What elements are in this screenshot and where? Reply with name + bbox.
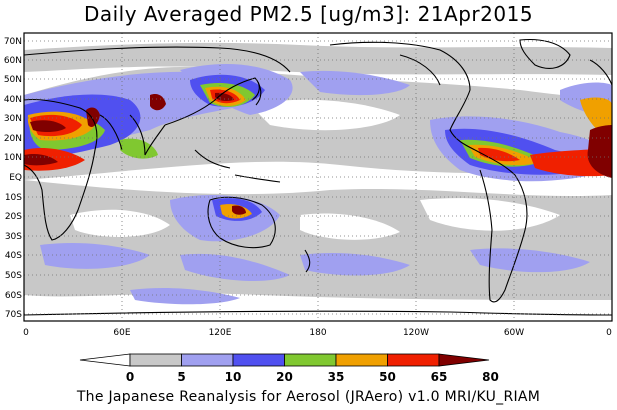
colorbar-segment <box>232 353 285 367</box>
lon-tick-label: 60W <box>504 328 524 338</box>
lat-tick-label: 50N <box>4 75 22 85</box>
map-frame <box>23 32 613 322</box>
lat-tick-label: 20N <box>4 134 22 144</box>
lat-tick-label: 10N <box>4 153 22 163</box>
lat-tick-label: 70N <box>4 37 22 47</box>
lat-tick-label: 40S <box>5 251 22 261</box>
graticule <box>24 33 612 321</box>
lat-tick-label: 60S <box>5 291 22 301</box>
lat-tick-label: EQ <box>9 173 22 183</box>
colorbar-label: 0 <box>126 370 134 384</box>
coastlines <box>24 38 612 316</box>
colorbar-label: 80 <box>482 370 499 384</box>
longitude-axis: 0 60E 120E 180 120W 60W 0 <box>23 328 612 338</box>
colorbar-segment <box>438 353 490 367</box>
colorbar-label: 50 <box>379 370 396 384</box>
lat-tick-label: 50S <box>5 271 22 281</box>
colorbar-segment <box>181 353 234 367</box>
colorbar-segment <box>79 353 131 367</box>
lat-tick-label: 10S <box>5 193 22 203</box>
colorbar-label: 20 <box>276 370 293 384</box>
lat-tick-label: 30S <box>5 232 22 242</box>
data-credit: The Japanese Reanalysis for Aerosol (JRA… <box>76 389 541 405</box>
map-title: Daily Averaged PM2.5 [ug/m3]: 21Apr2015 <box>83 2 534 26</box>
lon-tick-label: 0 <box>606 328 612 338</box>
lon-tick-label: 180 <box>309 328 326 338</box>
colorbar-segment <box>284 353 337 367</box>
colorbar-segment <box>129 353 182 367</box>
colorbar-label: 10 <box>225 370 242 384</box>
lat-tick-label: 60N <box>4 56 22 66</box>
colorbar-label: 5 <box>177 370 185 384</box>
lat-tick-label: 30N <box>4 114 22 124</box>
latitude-axis: 70N 60N 50N 40N 30N 20N 10N EQ 10S 20S 3… <box>4 37 22 320</box>
colorbar-label: 65 <box>431 370 448 384</box>
lat-tick-label: 40N <box>4 95 22 105</box>
lon-tick-label: 120W <box>403 328 429 338</box>
lon-tick-label: 60E <box>113 328 130 338</box>
lat-tick-label: 70S <box>5 310 22 320</box>
colorbar-segment <box>387 353 440 367</box>
lon-tick-label: 0 <box>23 328 29 338</box>
lat-tick-label: 20S <box>5 212 22 222</box>
colorbar-labels: 0 5 10 20 35 50 65 80 <box>126 370 499 384</box>
colorbar-segment <box>335 353 388 367</box>
colorbar <box>79 353 490 367</box>
lon-tick-label: 120E <box>209 328 232 338</box>
colorbar-label: 35 <box>328 370 345 384</box>
